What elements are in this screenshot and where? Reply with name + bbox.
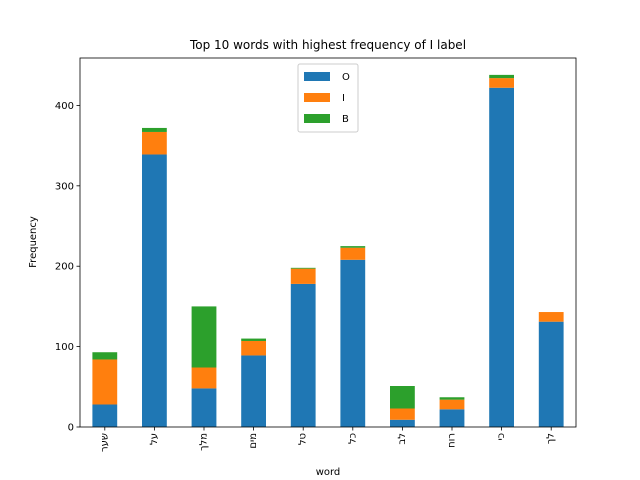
legend: OIB xyxy=(297,63,359,133)
bar-B-7 xyxy=(439,397,465,400)
bar-I-2 xyxy=(191,367,217,389)
bar-I-6 xyxy=(390,408,415,420)
bar-O-1 xyxy=(142,154,167,427)
bar-B-2 xyxy=(191,306,217,368)
bar-O-2 xyxy=(191,388,217,427)
y-tick-label-2: 200 xyxy=(55,262,74,273)
legend-swatch-O xyxy=(304,72,330,81)
x-tick-label-7: רוח xyxy=(447,433,458,448)
bar-B-6 xyxy=(390,386,415,409)
bars xyxy=(92,74,564,428)
bar-O-6 xyxy=(390,419,415,427)
x-tick-label-5: כל xyxy=(347,433,358,444)
plot-frame xyxy=(79,57,577,428)
y-tick-label-1: 100 xyxy=(55,342,74,353)
x-tick-label-9: לך xyxy=(546,433,557,444)
bar-B-5 xyxy=(340,246,366,248)
bar-I-8 xyxy=(489,78,514,88)
x-axis-label: word xyxy=(316,467,341,478)
bar-B-0 xyxy=(92,352,118,360)
bar-O-0 xyxy=(92,404,118,427)
legend-swatch-I xyxy=(304,93,330,102)
x-tick-label-3: מים xyxy=(248,433,259,449)
y-tick-label-4: 400 xyxy=(55,101,74,112)
y-tick-label-0: 0 xyxy=(68,423,74,434)
bar-I-9 xyxy=(538,312,564,322)
x-axis: שער על מלך מים טל כל לב רוח כי לך xyxy=(99,427,557,452)
bar-I-3 xyxy=(241,340,266,356)
x-tick-label-4: טל xyxy=(298,433,309,445)
bar-B-3 xyxy=(241,338,266,341)
bar-B-4 xyxy=(290,267,316,269)
bar-B-1 xyxy=(142,127,167,132)
legend-label-I: I xyxy=(342,93,345,104)
legend-label-B: B xyxy=(342,114,349,125)
bar-I-7 xyxy=(439,399,465,410)
x-tick-label-6: לב xyxy=(397,433,408,444)
legend-label-O: O xyxy=(342,72,350,83)
chart-title: Top 10 words with highest frequency of I… xyxy=(189,38,466,52)
bar-O-3 xyxy=(241,355,266,427)
bar-I-0 xyxy=(92,359,118,405)
bar-O-7 xyxy=(439,409,465,427)
x-tick-label-0: שער xyxy=(99,433,110,452)
y-axis-label: Frequency xyxy=(28,216,39,268)
bar-I-4 xyxy=(290,268,316,284)
y-axis: 0 100 200 300 400 xyxy=(55,101,80,434)
x-tick-label-1: על xyxy=(149,433,160,445)
bar-I-1 xyxy=(142,131,167,155)
bar-O-9 xyxy=(538,321,564,427)
x-tick-label-8: כי xyxy=(496,433,507,441)
y-tick-label-3: 300 xyxy=(55,181,74,192)
legend-swatch-B xyxy=(304,114,330,123)
x-tick-label-2: מלך xyxy=(199,433,210,451)
bar-O-5 xyxy=(340,259,366,427)
bar-O-8 xyxy=(489,87,514,428)
bar-I-5 xyxy=(340,247,366,260)
bar-B-8 xyxy=(489,74,514,79)
bar-O-4 xyxy=(290,283,316,427)
